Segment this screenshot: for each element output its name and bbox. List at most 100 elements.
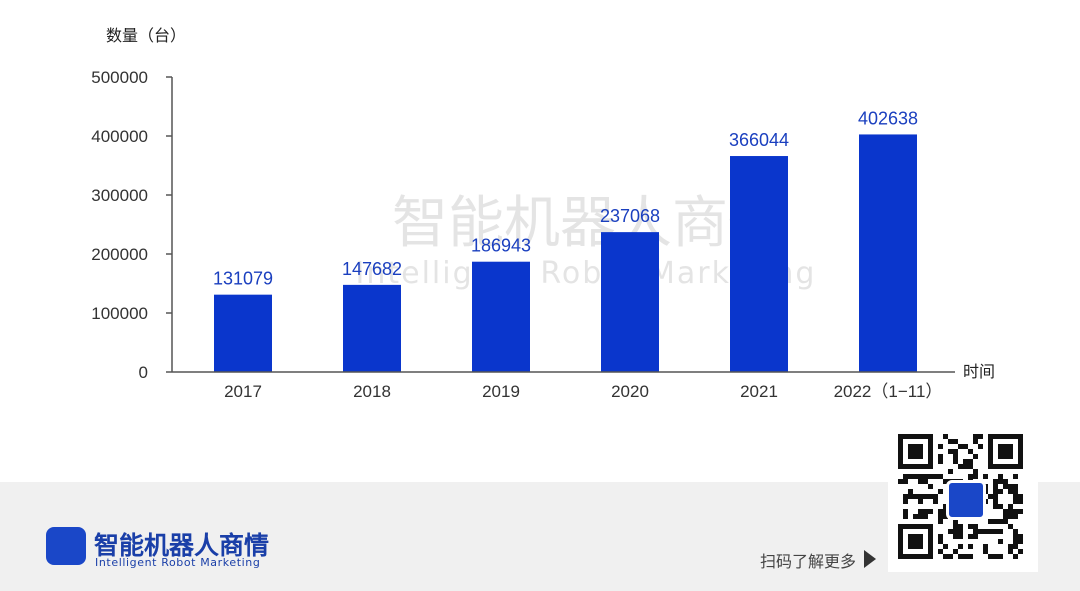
qr-module — [983, 529, 988, 534]
qr-module — [968, 449, 973, 454]
data-label: 237068 — [600, 206, 660, 226]
qr-module — [958, 529, 963, 534]
bar-chart: 智能机器人商情 Intelligent Robot Marketing 0100… — [91, 26, 995, 401]
scan-prompt: 扫码了解更多 — [760, 552, 857, 571]
qr-module — [1003, 479, 1008, 484]
qr-module — [903, 474, 908, 479]
qr-module — [953, 459, 958, 464]
qr-module — [938, 454, 943, 459]
data-label: 366044 — [729, 130, 789, 150]
y-tick-label: 500000 — [91, 68, 148, 87]
qr-module — [943, 479, 948, 484]
y-axis-ticks: 0 100000 200000 300000 400000 500000 — [91, 68, 172, 382]
qr-module — [923, 509, 928, 514]
qr-module — [973, 434, 978, 439]
qr-module — [998, 489, 1003, 494]
qr-module — [938, 509, 943, 514]
qr-module — [928, 509, 933, 514]
qr-module — [943, 434, 948, 439]
x-tick-label: 2019 — [482, 382, 520, 401]
qr-module — [973, 529, 978, 534]
qr-module — [1018, 494, 1023, 499]
qr-module — [998, 519, 1003, 524]
qr-module — [968, 474, 973, 479]
qr-module — [998, 554, 1003, 559]
qr-module — [953, 454, 958, 459]
bar — [343, 284, 401, 372]
qr-module — [1013, 544, 1018, 549]
qr-code[interactable] — [888, 424, 1038, 572]
qr-module — [933, 499, 938, 504]
qr-module — [973, 524, 978, 529]
qr-module — [978, 444, 983, 449]
qr-module — [938, 534, 943, 539]
qr-module — [928, 484, 933, 489]
qr-module — [928, 494, 933, 499]
x-tick-label: 2017 — [224, 382, 262, 401]
qr-module — [923, 494, 928, 499]
qr-module — [903, 494, 908, 499]
qr-module — [933, 474, 938, 479]
qr-module — [938, 519, 943, 524]
qr-module — [1013, 499, 1018, 504]
qr-module — [973, 534, 978, 539]
qr-module — [903, 499, 908, 504]
qr-module — [1008, 484, 1013, 489]
qr-module — [1003, 484, 1008, 489]
qr-module — [928, 474, 933, 479]
qr-module — [973, 454, 978, 459]
x-axis-ticks: 2017 2018 2019 2020 2021 2022（1−11） — [224, 382, 942, 401]
qr-module — [1008, 514, 1013, 519]
qr-module — [948, 449, 953, 454]
qr-module — [968, 544, 973, 549]
qr-module — [943, 504, 948, 509]
bars — [214, 134, 917, 372]
qr-module — [1013, 554, 1018, 559]
qr-module — [913, 474, 918, 479]
brand-name: 智能机器人商情 — [94, 531, 270, 560]
qr-module — [948, 554, 953, 559]
x-tick-label: 2018 — [353, 382, 391, 401]
qr-module — [923, 474, 928, 479]
x-tick-label: 2022（1−11） — [834, 382, 943, 401]
brand-subtitle: Intelligent Robot Marketing — [95, 556, 261, 569]
qr-module — [963, 444, 968, 449]
qr-module — [1018, 509, 1023, 514]
qr-module — [1008, 489, 1013, 494]
y-tick-label: 0 — [139, 363, 148, 382]
y-tick-label: 100000 — [91, 304, 148, 323]
qr-module — [938, 514, 943, 519]
qr-finder — [998, 444, 1013, 459]
qr-module — [938, 489, 943, 494]
qr-module — [983, 549, 988, 554]
qr-module — [943, 544, 948, 549]
qr-module — [988, 554, 993, 559]
qr-module — [1008, 544, 1013, 549]
qr-module — [958, 554, 963, 559]
qr-module — [953, 519, 958, 524]
data-label: 147682 — [342, 259, 402, 279]
qr-center-logo-icon — [946, 480, 986, 520]
qr-module — [933, 494, 938, 499]
qr-module — [963, 554, 968, 559]
qr-module — [968, 554, 973, 559]
qr-module — [1018, 534, 1023, 539]
qr-code-icon — [898, 434, 1023, 559]
qr-module — [968, 464, 973, 469]
qr-module — [1013, 539, 1018, 544]
qr-module — [938, 539, 943, 544]
bar — [472, 261, 530, 372]
qr-module — [903, 514, 908, 519]
brand-logo-icon — [46, 527, 86, 565]
qr-module — [903, 509, 908, 514]
qr-module — [908, 494, 913, 499]
qr-module — [958, 444, 963, 449]
qr-module — [988, 529, 993, 534]
qr-module — [938, 549, 943, 554]
qr-module — [943, 554, 948, 559]
qr-module — [1013, 494, 1018, 499]
qr-module — [1013, 529, 1018, 534]
qr-module — [943, 514, 948, 519]
qr-module — [998, 479, 1003, 484]
qr-module — [953, 524, 958, 529]
